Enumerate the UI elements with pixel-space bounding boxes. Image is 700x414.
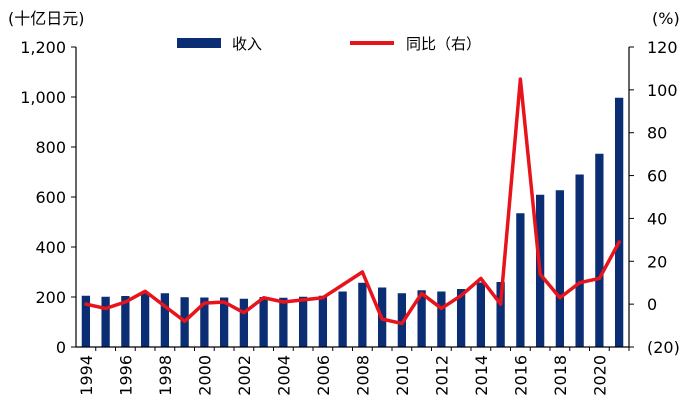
legend-swatch-revenue <box>177 38 221 48</box>
x-tick-label: 1996 <box>116 355 135 396</box>
x-axis-ticks: 1994 1996 1998 2000 2002 2004 2006 2008 2010 2012… <box>77 347 630 396</box>
right-tick-label: (20) <box>647 338 680 357</box>
revenue-bar-2002 <box>239 298 249 347</box>
x-tick-label: 2016 <box>511 355 530 396</box>
revenue-bar-2020 <box>595 153 604 347</box>
revenue-bar-1997 <box>140 292 150 347</box>
right-tick-label: 60 <box>647 167 667 186</box>
left-tick-label: 200 <box>35 288 66 307</box>
left-tick-label: 1,000 <box>20 88 66 107</box>
yoy-growth-line <box>84 77 621 326</box>
revenue-bar-2019 <box>575 174 584 347</box>
revenue-bar-1998 <box>160 293 170 347</box>
right-tick-label: 100 <box>647 81 678 100</box>
revenue-bar-2007 <box>338 291 347 347</box>
left-tick-label: 600 <box>35 188 66 207</box>
right-tick-label: 120 <box>647 38 678 57</box>
x-tick-label: 2014 <box>472 355 491 396</box>
x-tick-label: 2008 <box>353 355 372 396</box>
revenue-bar-2000 <box>200 297 209 347</box>
revenue-bar-1996 <box>121 296 130 347</box>
left-axis-unit: (十亿日元) <box>8 9 85 28</box>
revenue-bar-2008 <box>358 282 367 347</box>
x-tick-label: 1998 <box>156 355 175 396</box>
revenue-bar-2016 <box>516 213 525 347</box>
x-tick-label: 2012 <box>432 355 451 396</box>
right-tick-label: 40 <box>647 209 667 228</box>
x-tick-label: 2000 <box>195 355 214 396</box>
legend-label-yoy: 同比（右） <box>406 35 481 53</box>
revenue-bar-2014 <box>476 282 486 347</box>
revenue-bar-2004 <box>279 297 288 347</box>
revenue-bar-2005 <box>298 296 308 347</box>
revenue-bar-2003 <box>259 297 268 347</box>
right-tick-label: 80 <box>647 124 667 143</box>
revenue-bar-2001 <box>219 297 229 347</box>
x-tick-label: 2004 <box>274 355 293 396</box>
revenue-bar-2012 <box>437 291 446 347</box>
x-tick-label: 2018 <box>551 355 570 396</box>
left-tick-label: 0 <box>56 338 66 357</box>
x-tick-label: 2006 <box>314 355 333 396</box>
x-tick-label: 2010 <box>393 355 412 396</box>
x-tick-label: 2002 <box>235 355 254 396</box>
right-axis-ticks: (20) 0 20 40 60 80 100 120 <box>629 38 680 357</box>
revenue-bar-2011 <box>417 290 426 347</box>
revenue-bar-2021 <box>614 97 624 347</box>
left-tick-label: 400 <box>35 238 66 257</box>
revenue-bar-1994 <box>81 295 91 347</box>
left-tick-label: 1,200 <box>20 38 66 57</box>
revenue-bar-2013 <box>456 289 466 347</box>
right-axis-unit: (%) <box>652 9 680 28</box>
x-tick-label: 1994 <box>77 355 96 396</box>
left-axis-ticks: 0 200 400 600 800 1,000 1,200 <box>20 38 76 357</box>
x-tick-label: 2020 <box>590 355 609 396</box>
revenue-bar-1995 <box>101 296 110 347</box>
legend: 收入 同比（右） <box>177 35 481 53</box>
revenue-bar-2006 <box>318 295 328 347</box>
right-tick-label: 0 <box>647 295 657 314</box>
revenue-bar-2015 <box>496 282 505 347</box>
yoy-line-layer <box>84 77 621 326</box>
revenue-bar-2018 <box>555 190 565 347</box>
revenue-bars <box>81 97 624 347</box>
revenue-bar-2010 <box>397 293 407 347</box>
legend-label-revenue: 收入 <box>232 35 262 53</box>
left-tick-label: 800 <box>35 138 66 157</box>
right-tick-label: 20 <box>647 252 667 271</box>
